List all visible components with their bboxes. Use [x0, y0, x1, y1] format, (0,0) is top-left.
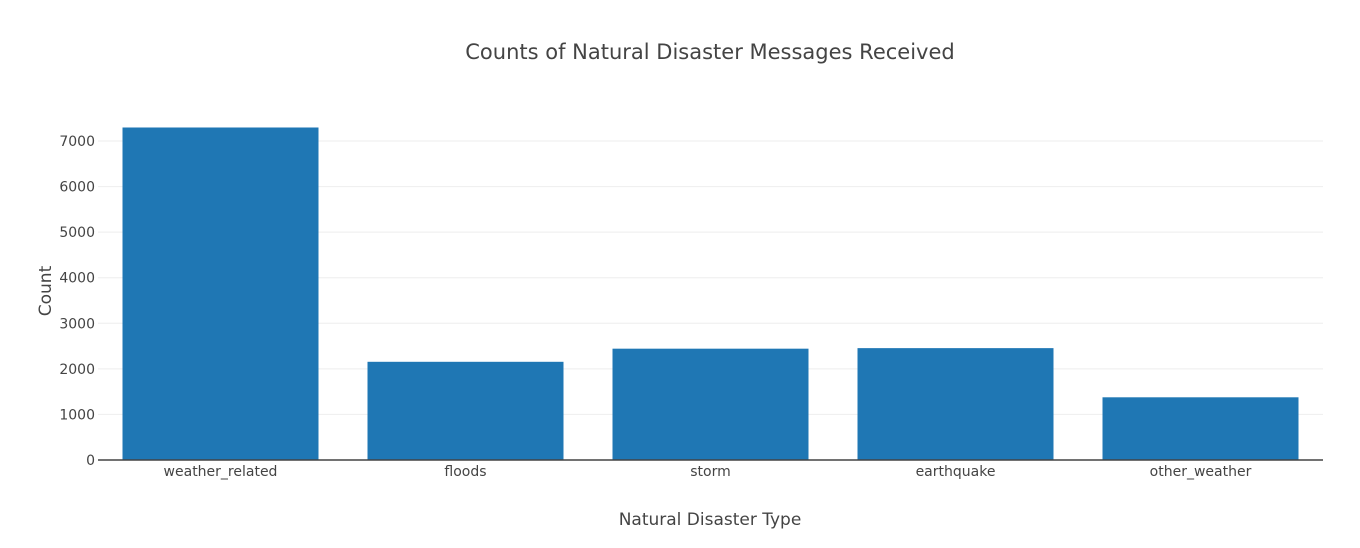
x-tick-label: weather_related: [164, 464, 278, 480]
bar-earthquake[interactable]: [857, 348, 1054, 460]
x-tick-label: other_weather: [1150, 464, 1252, 480]
y-tick-label: 3000: [59, 316, 95, 332]
y-tick-label: 2000: [59, 362, 95, 378]
bar-other-weather[interactable]: [1102, 397, 1299, 460]
y-tick-label: 0: [86, 453, 95, 469]
x-axis-title: Natural Disaster Type: [619, 510, 802, 530]
bar-floods[interactable]: [367, 361, 564, 460]
y-tick-label: 5000: [59, 225, 95, 241]
y-tick-label: 4000: [59, 271, 95, 287]
y-tick-label: 1000: [59, 407, 95, 423]
x-tick-label: floods: [444, 464, 486, 480]
bar-storm[interactable]: [612, 348, 809, 460]
bars: [122, 127, 1299, 461]
y-axis-title: Count: [36, 265, 56, 316]
bar-weather-related[interactable]: [122, 127, 319, 461]
x-tick-label: storm: [690, 464, 731, 480]
y-tick-label: 6000: [59, 180, 95, 196]
chart-title: Counts of Natural Disaster Messages Rece…: [465, 40, 954, 64]
x-tick-labels: weather_related floods storm earthquake othe…: [164, 464, 1252, 480]
y-tick-labels: 0 1000 2000 3000 4000 5000 6000 7000: [59, 134, 95, 469]
y-tick-label: 7000: [59, 134, 95, 150]
x-tick-label: earthquake: [916, 464, 996, 480]
